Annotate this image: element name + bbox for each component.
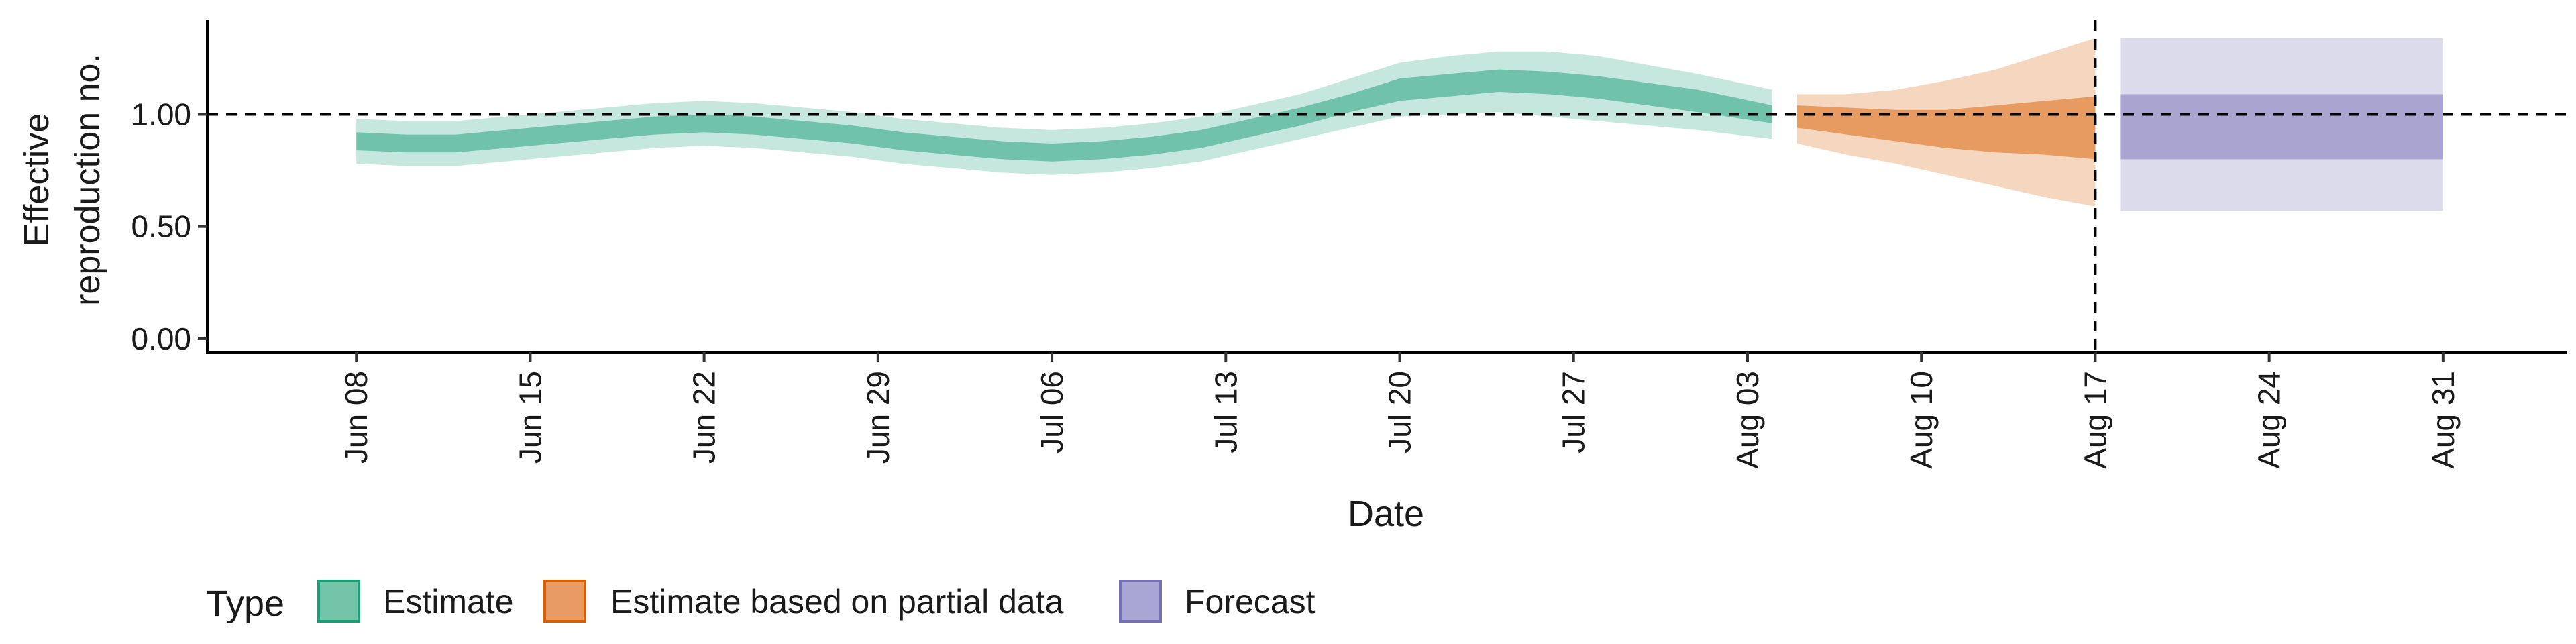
x-tick-label: Aug 03 bbox=[1730, 371, 1765, 469]
y-tick-label: 1.00 bbox=[131, 97, 191, 131]
x-tick-label: Aug 24 bbox=[2252, 371, 2287, 469]
x-tick-label: Jun 29 bbox=[861, 371, 896, 464]
x-ticks: Jun 08 Jun 15 Jun 22 Jun 29 Jul 06 Jul 13 Jul … bbox=[339, 352, 2461, 469]
y-axis-title-line-2: reproduction no. bbox=[68, 54, 107, 306]
legend: Type Estimate Estimate based on partial … bbox=[206, 580, 1316, 624]
x-tick-label: Jun 15 bbox=[513, 371, 547, 464]
legend-label-estimate: Estimate bbox=[383, 583, 514, 621]
x-tick-label: Jul 06 bbox=[1034, 371, 1069, 453]
x-tick-label: Jun 08 bbox=[339, 371, 374, 464]
x-tick-label: Aug 17 bbox=[2078, 371, 2112, 469]
legend-swatch-forecast bbox=[1119, 580, 1162, 623]
estimate-band-50 bbox=[356, 69, 1773, 162]
bands-layer bbox=[356, 38, 2443, 211]
x-tick-label: Aug 31 bbox=[2426, 371, 2461, 469]
legend-label-partial: Estimate based on partial data bbox=[610, 583, 1064, 621]
forecast-band-50 bbox=[2120, 94, 2443, 160]
y-tick-label: 0.50 bbox=[131, 209, 191, 244]
y-tick-label: 0.00 bbox=[131, 321, 191, 356]
x-tick-label: Jul 13 bbox=[1208, 371, 1243, 453]
x-tick-label: Jul 27 bbox=[1556, 371, 1591, 453]
x-axis-title: Date bbox=[1348, 494, 1424, 534]
legend-label-forecast: Forecast bbox=[1185, 583, 1316, 621]
x-tick-label: Jun 22 bbox=[687, 371, 722, 464]
legend-title: Type bbox=[206, 584, 284, 624]
estimate-based-on-partial-data-band-50 bbox=[1797, 96, 2096, 160]
y-ticks: 0.00 0.50 1.00 bbox=[131, 97, 207, 356]
y-axis-title: Effective reproduction no. bbox=[17, 54, 107, 306]
axes-layer bbox=[206, 20, 2567, 354]
legend-swatch-estimate bbox=[317, 580, 360, 623]
legend-swatch-partial bbox=[543, 580, 586, 623]
x-tick-label: Aug 10 bbox=[1904, 371, 1939, 469]
x-tick-label: Jul 20 bbox=[1383, 371, 1417, 453]
y-axis-title-line-1: Effective bbox=[17, 113, 56, 246]
